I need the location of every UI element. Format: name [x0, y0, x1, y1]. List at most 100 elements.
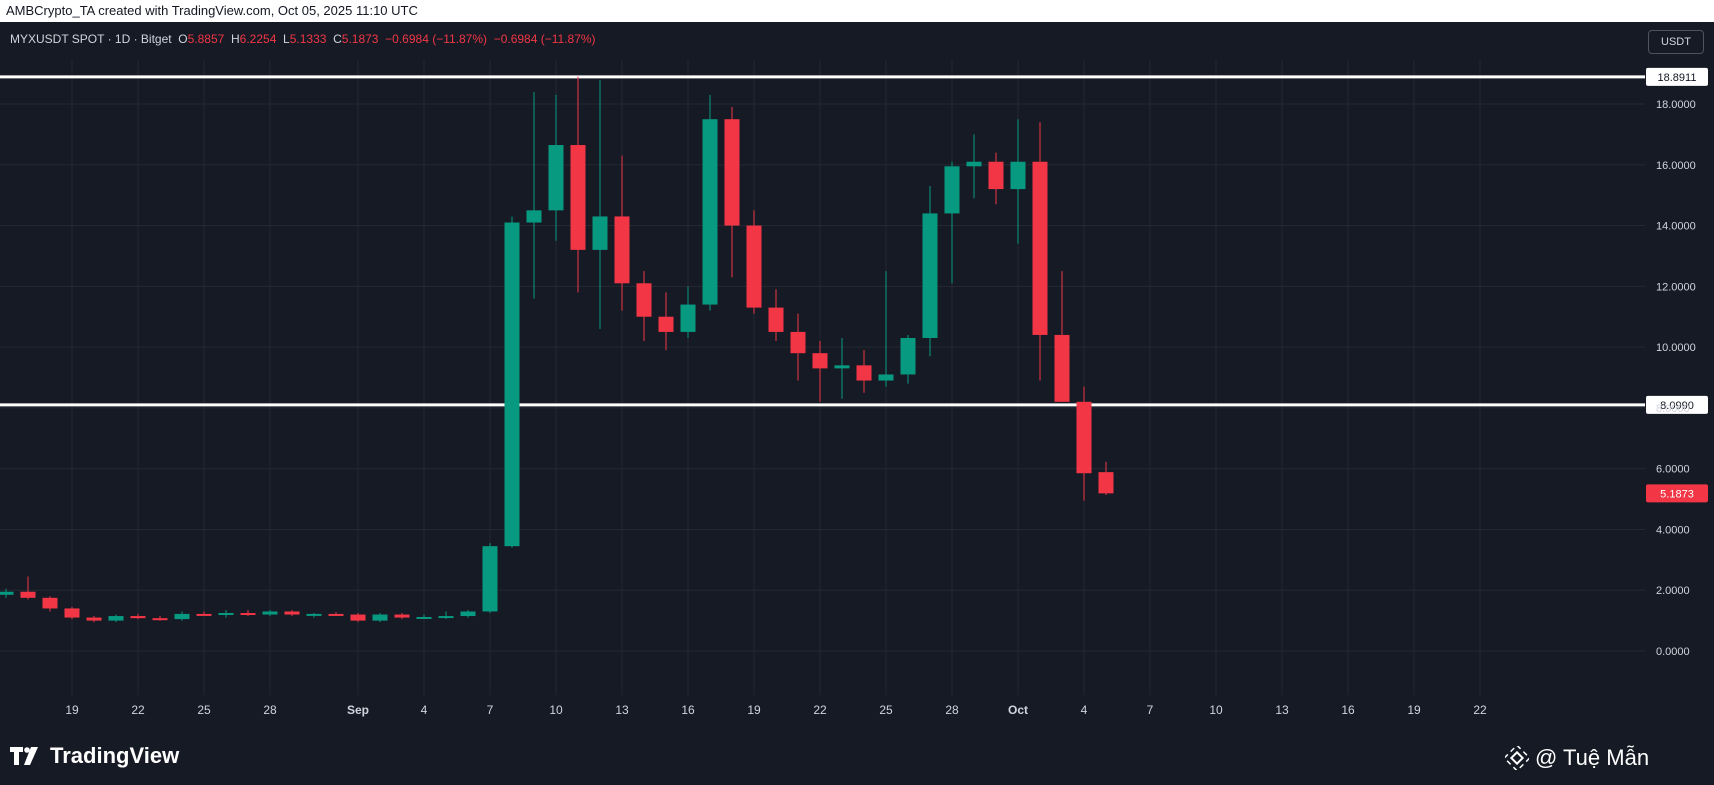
- candle: [1032, 122, 1048, 381]
- candles: [0, 76, 1114, 623]
- candle-body: [944, 166, 960, 214]
- candle-body: [328, 613, 344, 616]
- candle-body: [240, 613, 256, 616]
- candle: [878, 271, 894, 387]
- candle-body: [724, 119, 740, 226]
- x-tick-label: Sep: [347, 703, 369, 717]
- header-text: AMBCrypto_TA created with TradingView.co…: [6, 3, 418, 18]
- x-tick-label: 16: [1341, 703, 1355, 717]
- change-value-2: −0.6984 (−11.87%): [493, 32, 596, 46]
- candle: [64, 606, 80, 620]
- candle: [812, 341, 828, 402]
- candle: [768, 289, 784, 342]
- x-tick-label: 28: [263, 703, 277, 717]
- candle-body: [130, 616, 146, 619]
- candle: [1010, 119, 1026, 244]
- candle-body: [1076, 401, 1092, 474]
- candle-body: [680, 304, 696, 332]
- candle-body: [482, 546, 498, 612]
- candle: [262, 609, 278, 617]
- candle-body: [614, 216, 630, 284]
- candle: [658, 292, 674, 351]
- x-tick-label: 28: [945, 703, 959, 717]
- candle-body: [64, 608, 80, 618]
- candle-body: [526, 210, 542, 223]
- candle-body: [1010, 161, 1026, 190]
- candle: [438, 611, 454, 620]
- candle: [394, 613, 410, 620]
- y-tick-label: 14.0000: [1656, 221, 1696, 233]
- candle: [944, 161, 960, 284]
- level-price-label: 18.8911: [1658, 72, 1697, 84]
- candle: [746, 210, 762, 314]
- candle: [196, 611, 212, 617]
- candle: [460, 609, 476, 618]
- y-tick-label: 8.0000: [1656, 403, 1690, 415]
- y-tick-label: 2.0000: [1656, 585, 1690, 597]
- candle: [108, 614, 124, 623]
- x-tick-label: 13: [1275, 703, 1289, 717]
- candle-body: [196, 613, 212, 616]
- close-label: C: [333, 32, 342, 46]
- high-value: 6.2254: [239, 32, 277, 46]
- candle: [526, 91, 542, 299]
- x-tick-label: 25: [197, 703, 211, 717]
- candle-body: [702, 119, 718, 305]
- watermark-text: @ Tuệ Mẫn: [1535, 745, 1650, 770]
- candle: [790, 313, 806, 381]
- y-tick-label: 0.0000: [1656, 646, 1690, 658]
- candle-body: [372, 614, 388, 621]
- candle: [350, 613, 366, 623]
- candle: [174, 611, 190, 621]
- time-axis: 19 22 25 28 Sep 4 7 10 13 16 19 22 25 28 Oct 4 7 10 13 16 19…: [65, 703, 1487, 717]
- low-value: 5.1333: [289, 32, 327, 46]
- candle: [548, 94, 564, 241]
- level-lines: 18.8911 8.0990: [0, 67, 1708, 414]
- candle: [988, 152, 1004, 205]
- tradingview-logo-icon: [10, 747, 38, 765]
- candle: [592, 79, 608, 329]
- candle: [1076, 386, 1092, 501]
- candle-body: [284, 611, 300, 615]
- candle-body: [812, 353, 828, 369]
- x-tick-label: Oct: [1008, 703, 1028, 717]
- candle-body: [42, 597, 58, 609]
- candle-body: [856, 365, 872, 381]
- level-price-tag: [1646, 395, 1708, 414]
- candle-body: [658, 316, 674, 332]
- last-price-tag: [1646, 484, 1708, 503]
- x-tick-label: 19: [1407, 703, 1421, 717]
- candle-body: [350, 614, 366, 621]
- level-price-label: 8.0990: [1660, 400, 1694, 412]
- candle: [372, 613, 388, 623]
- tradingview-logo: TradingView: [10, 743, 179, 769]
- candle: [966, 134, 982, 199]
- candle-body: [1054, 334, 1070, 402]
- candle: [42, 596, 58, 612]
- candle-body: [108, 616, 124, 621]
- open-value: 5.8857: [187, 32, 225, 46]
- y-tick-label: 4.0000: [1656, 524, 1690, 536]
- x-tick-label: 19: [65, 703, 79, 717]
- candle-body: [988, 161, 1004, 190]
- candle: [680, 286, 696, 338]
- chart-header: AMBCrypto_TA created with TradingView.co…: [0, 0, 1714, 22]
- candle-body: [1098, 472, 1114, 494]
- candle: [504, 216, 520, 548]
- candle: [636, 271, 652, 342]
- candle-body: [438, 616, 454, 619]
- low-label: L: [283, 32, 290, 46]
- symbol-label[interactable]: MYXUSDT SPOT · 1D · Bitget: [10, 32, 172, 46]
- y-tick-label: 6.0000: [1656, 464, 1690, 476]
- candle: [834, 337, 850, 399]
- candle: [130, 613, 146, 620]
- y-tick-label: 10.0000: [1656, 342, 1696, 354]
- candle-body: [1032, 161, 1048, 335]
- candle: [20, 576, 36, 600]
- currency-button[interactable]: USDT: [1648, 30, 1704, 54]
- level-price-tag: [1646, 67, 1708, 86]
- candle-body: [878, 374, 894, 381]
- binance-icon: [1505, 746, 1529, 770]
- candle-body: [0, 591, 14, 595]
